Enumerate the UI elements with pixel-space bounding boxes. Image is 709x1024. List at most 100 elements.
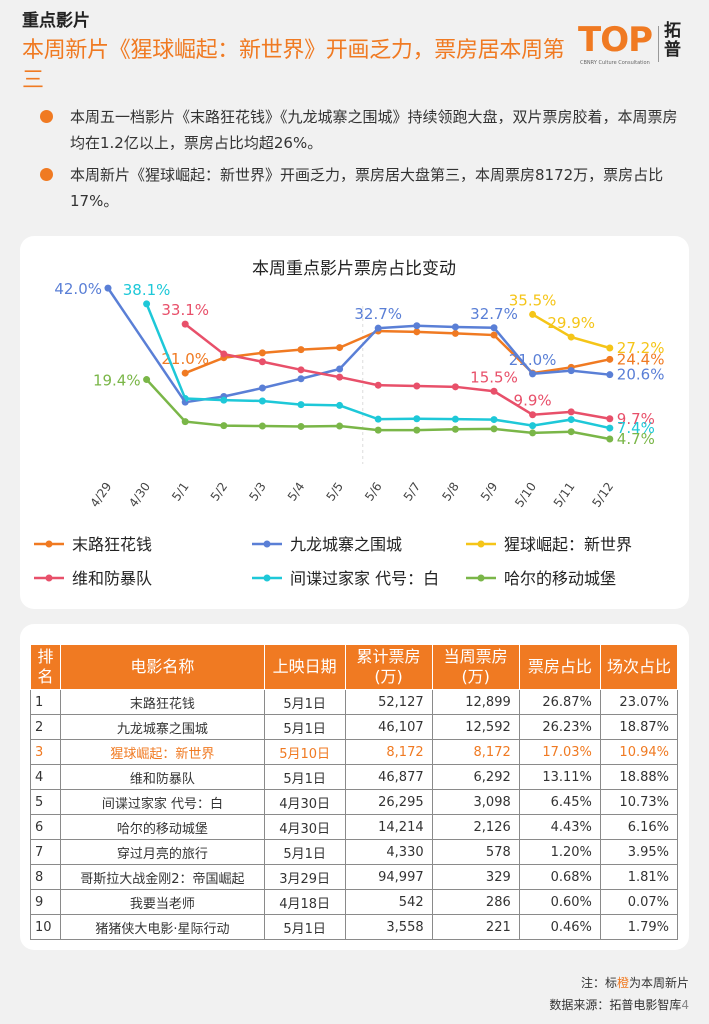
table-cell: 1.81% bbox=[599, 864, 679, 890]
series-point bbox=[374, 381, 382, 389]
series-point bbox=[606, 424, 614, 432]
table-cell: 8,172 bbox=[344, 739, 433, 765]
page-number: 4 bbox=[681, 998, 689, 1012]
chart-title: 本周重点影片票房占比变动 bbox=[252, 259, 456, 279]
table-row: 6 哈尔的移动城堡 4月30日 14,214 2,126 4.43% 6.16% bbox=[29, 814, 679, 840]
x-tick-label: 5/11 bbox=[551, 480, 578, 510]
series-point bbox=[297, 422, 305, 430]
table-header-cell: 当周票房(万) bbox=[431, 644, 520, 690]
series-point bbox=[529, 411, 537, 419]
series-point bbox=[258, 384, 266, 392]
table-cell: 6,292 bbox=[431, 764, 520, 790]
series-point bbox=[490, 416, 498, 424]
summary-bullets: 本周五一档影片《末路狂花钱》《九龙城寨之围城》持续领跑大盘，双片票房胶着，本周票… bbox=[40, 104, 680, 220]
series-point bbox=[297, 346, 305, 354]
table-header-cell: 票房占比 bbox=[518, 644, 601, 690]
series-point bbox=[567, 367, 575, 375]
series-point bbox=[220, 350, 228, 358]
table-cell: 6.45% bbox=[518, 789, 601, 815]
series-point bbox=[490, 331, 498, 339]
table-cell: 5月1日 bbox=[263, 714, 346, 740]
bullet-text: 本周新片《猩球崛起：新世界》开画乏力，票房居大盘第三，本周票房8172万，票房占… bbox=[70, 166, 664, 210]
table-row: 3 猩球崛起：新世界 5月10日 8,172 8,172 17.03% 10.94% bbox=[29, 739, 679, 765]
x-tick-label: 5/9 bbox=[478, 480, 501, 504]
series-point bbox=[143, 376, 151, 384]
table-cell: 8 bbox=[29, 864, 62, 890]
table-row: 5 间谍过家家 代号：白 4月30日 26,295 3,098 6.45% 10.73% bbox=[29, 789, 679, 815]
table-cell: 我要当老师 bbox=[60, 889, 265, 915]
series-point bbox=[181, 369, 189, 377]
series-point bbox=[336, 401, 344, 409]
table-body: 1 末路狂花钱 5月1日 52,127 12,899 26.87% 23.07% 2 九龙城寨之… bbox=[29, 689, 679, 940]
x-tick-label: 5/8 bbox=[439, 480, 462, 504]
table-cell: 0.68% bbox=[518, 864, 601, 890]
series-point bbox=[297, 366, 305, 374]
legend-label: 九龙城寨之围城 bbox=[290, 535, 402, 554]
series-point bbox=[567, 416, 575, 424]
series-point bbox=[413, 382, 421, 390]
data-label: 19.4% bbox=[93, 372, 141, 390]
table-cell: 0.07% bbox=[599, 889, 679, 915]
series-point bbox=[606, 371, 614, 379]
series-line bbox=[106, 287, 187, 403]
table-cell: 1 bbox=[29, 689, 62, 715]
table-cell: 18.88% bbox=[599, 764, 679, 790]
x-tick-label: 5/6 bbox=[362, 480, 385, 504]
series-point bbox=[451, 425, 459, 433]
data-label: 9.7% bbox=[617, 410, 655, 428]
table-cell: 23.07% bbox=[599, 689, 679, 715]
table-cell: 穿过月亮的旅行 bbox=[60, 839, 265, 865]
share-line-chart: 本周重点影片票房占比变动 4/29 4/30 5/1 5/2 5/3 5/4 5/5 5/6 5/… bbox=[34, 259, 664, 588]
x-tick-label: 5/3 bbox=[246, 480, 269, 504]
footnote: 注：标橙为本周新片 bbox=[581, 974, 689, 991]
table-cell: 3.95% bbox=[599, 839, 679, 865]
series-point bbox=[258, 422, 266, 430]
table-cell: 329 bbox=[431, 864, 520, 890]
data-label: 33.1% bbox=[161, 301, 209, 319]
table-cell: 286 bbox=[431, 889, 520, 915]
series-point bbox=[336, 365, 344, 373]
data-label: 32.7% bbox=[354, 305, 402, 323]
legend-label: 哈尔的移动城堡 bbox=[504, 569, 616, 588]
series-point bbox=[220, 396, 228, 404]
data-label: 32.7% bbox=[470, 305, 518, 323]
data-label: 15.5% bbox=[470, 368, 518, 386]
table-card: 排名 电影名称 上映日期 累计票房(万) 当周票房(万) 票房占比 场次占比 1 末路狂花钱 5… bbox=[20, 624, 689, 950]
series-point bbox=[490, 387, 498, 395]
data-label: 9.9% bbox=[514, 392, 552, 410]
table-cell: 46,107 bbox=[344, 714, 433, 740]
data-label: 38.1% bbox=[123, 281, 171, 299]
table-cell: 2 bbox=[29, 714, 62, 740]
summary-bullet: 本周五一档影片《末路狂花钱》《九龙城寨之围城》持续领跑大盘，双片票房胶着，本周票… bbox=[40, 104, 680, 156]
table-cell: 12,899 bbox=[431, 689, 520, 715]
series-point bbox=[297, 375, 305, 383]
footnote-prefix: 注：标 bbox=[580, 976, 617, 990]
series-line bbox=[185, 324, 610, 404]
legend-swatch-dot bbox=[477, 574, 485, 582]
table-cell: 3月29日 bbox=[263, 864, 346, 890]
table-cell: 维和防暴队 bbox=[60, 764, 265, 790]
series-point bbox=[606, 355, 614, 363]
table-cell: 4月18日 bbox=[263, 889, 346, 915]
table-row: 2 九龙城寨之围城 5月1日 46,107 12,592 26.23% 18.87% bbox=[29, 714, 679, 740]
series-point bbox=[374, 415, 382, 423]
table-row: 4 维和防暴队 5月1日 46,877 6,292 13.11% 18.88% bbox=[29, 764, 679, 790]
legend-swatch-dot bbox=[477, 540, 485, 548]
series-point bbox=[413, 328, 421, 336]
data-label: 21.0% bbox=[509, 351, 557, 369]
data-label: 7.4% bbox=[617, 419, 655, 437]
bullet-dot-icon bbox=[40, 110, 53, 123]
series-point bbox=[413, 426, 421, 434]
x-tick-label: 4/30 bbox=[126, 480, 153, 510]
section-tag: 重点影片 bbox=[22, 11, 90, 31]
series-point bbox=[451, 329, 459, 337]
brand-logo: TOP 拓普 CBNRY Culture Consultation bbox=[578, 22, 690, 70]
x-tick-label: 5/1 bbox=[169, 480, 192, 504]
table-cell: 6.16% bbox=[599, 814, 679, 840]
table-cell: 哈尔的移动城堡 bbox=[60, 814, 265, 840]
table-cell: 5月1日 bbox=[263, 914, 346, 940]
series-point bbox=[181, 418, 189, 426]
series-point bbox=[336, 422, 344, 430]
legend-label: 间谍过家家 代号：白 bbox=[290, 569, 439, 588]
x-tick-label: 5/10 bbox=[512, 480, 539, 510]
